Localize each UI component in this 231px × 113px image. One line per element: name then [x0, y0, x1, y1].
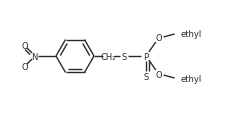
Text: O: O [155, 70, 162, 79]
Text: O: O [22, 63, 28, 72]
Text: CH₂: CH₂ [100, 52, 116, 61]
Text: P: P [143, 52, 149, 61]
Text: O: O [22, 41, 28, 50]
Text: ethyl: ethyl [181, 30, 202, 39]
Text: O: O [155, 34, 162, 43]
Text: N: N [31, 52, 37, 61]
Text: ethyl: ethyl [181, 74, 202, 83]
Text: S: S [121, 52, 127, 61]
Text: S: S [143, 72, 149, 81]
